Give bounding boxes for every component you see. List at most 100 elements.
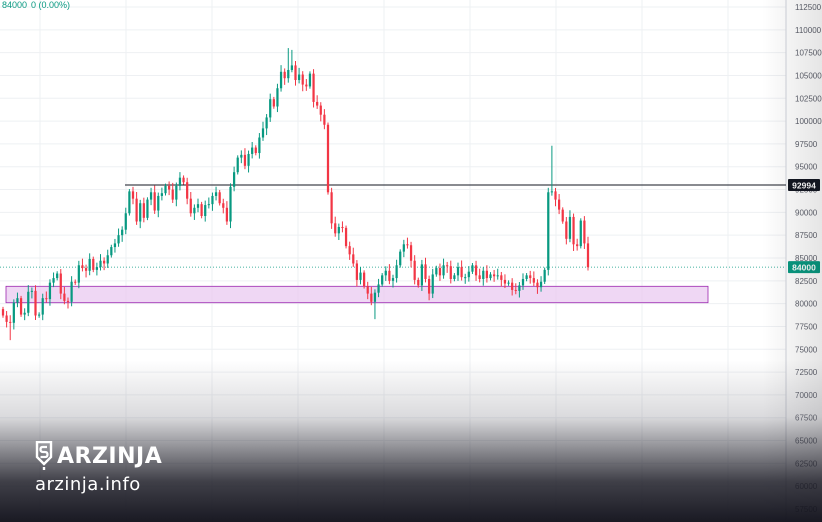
candle-body	[157, 195, 160, 211]
y-tick-label: 67500	[795, 414, 818, 423]
candle-body	[399, 251, 402, 266]
y-tick-label: 90000	[795, 208, 818, 217]
candle-body	[514, 289, 517, 291]
candle-body	[503, 279, 507, 284]
candle-body	[178, 177, 182, 186]
candle-body	[565, 221, 568, 239]
candle-body	[34, 290, 37, 316]
candle-body	[63, 293, 66, 301]
candle-body	[319, 105, 322, 115]
candle-body	[265, 117, 268, 129]
candle-body	[283, 71, 286, 79]
candle-body	[453, 275, 456, 279]
candle-body	[362, 272, 366, 287]
candle-body	[460, 267, 463, 278]
candle-body	[175, 185, 178, 200]
candle-body	[139, 203, 142, 222]
candle-body	[500, 275, 503, 280]
candle-body	[341, 226, 344, 228]
candle-body	[579, 220, 582, 247]
brand-website: arzinja.info	[35, 474, 141, 495]
candle-body	[438, 268, 442, 276]
resistance-price-tag	[788, 179, 820, 192]
candle-body	[19, 298, 23, 315]
candle-body	[240, 154, 243, 158]
candle-body	[272, 99, 275, 107]
y-tick-label: 95000	[795, 163, 818, 172]
candle-body	[5, 315, 8, 322]
candle-body	[424, 264, 427, 279]
brand-name: ARZINJA	[57, 443, 163, 469]
candle-body	[471, 265, 474, 272]
candle-body	[48, 282, 52, 300]
candle-body	[427, 278, 431, 294]
candle-body	[377, 284, 380, 293]
candle-body	[536, 282, 539, 288]
candle-body	[269, 99, 272, 118]
y-tick-label: 85000	[795, 254, 818, 263]
candle-body	[395, 265, 398, 279]
candle-body	[554, 191, 557, 200]
candle-body	[88, 258, 91, 271]
candle-body	[146, 199, 149, 218]
candle-body	[218, 192, 221, 204]
candle-body	[196, 204, 200, 208]
candle-body	[171, 189, 174, 200]
candle-body	[496, 275, 499, 277]
candle-body	[243, 154, 247, 166]
candle-body	[117, 235, 120, 244]
y-tick-label: 82500	[795, 277, 818, 286]
candle-body	[359, 272, 362, 280]
candle-body	[420, 264, 424, 286]
candle-body	[56, 273, 59, 279]
candle-body	[182, 177, 185, 183]
candle-body	[446, 265, 449, 267]
candle-body	[222, 203, 225, 208]
candle-body	[572, 216, 575, 245]
candle-body	[417, 279, 420, 286]
candle-body	[77, 265, 80, 283]
candle-body	[113, 243, 117, 248]
candle-body	[204, 205, 207, 217]
candle-body	[99, 260, 102, 268]
candle-body	[279, 71, 283, 89]
candle-body	[294, 65, 297, 81]
candle-body	[586, 243, 590, 268]
candle-body	[525, 275, 528, 279]
price-header: 84000 0 (0.00%)	[2, 0, 74, 10]
candle-body	[23, 312, 26, 315]
candle-body	[102, 260, 106, 264]
candle-body	[561, 209, 564, 222]
y-tick-label: 112500	[795, 3, 822, 12]
resistance-price-label: 92994	[792, 181, 816, 191]
candle-body	[214, 192, 218, 196]
candle-body	[406, 244, 409, 246]
candle-body	[547, 192, 550, 270]
candle-body	[431, 274, 434, 294]
candle-body	[576, 244, 579, 247]
candle-body	[543, 269, 546, 282]
candle-body	[482, 270, 485, 279]
candle-body	[45, 298, 48, 300]
candle-body	[251, 147, 254, 154]
y-tick-label: 62500	[795, 459, 818, 468]
y-tick-label: 57500	[795, 505, 818, 514]
candle-body	[258, 137, 261, 154]
candle-body	[388, 270, 391, 281]
candle-body	[287, 69, 290, 79]
candle-body	[348, 246, 351, 255]
candle-body	[323, 114, 326, 125]
candle-body	[124, 213, 127, 230]
y-tick-label: 72500	[795, 368, 818, 377]
candle-body	[409, 245, 413, 261]
candle-body	[550, 191, 554, 193]
candle-body	[95, 267, 99, 270]
brand-logo: ARZINJA	[34, 441, 162, 471]
candle-body	[167, 185, 171, 190]
candle-body	[110, 247, 113, 256]
candle-body	[301, 74, 304, 85]
candle-body	[153, 192, 156, 211]
candle-body	[74, 281, 77, 283]
candle-body	[131, 191, 135, 199]
